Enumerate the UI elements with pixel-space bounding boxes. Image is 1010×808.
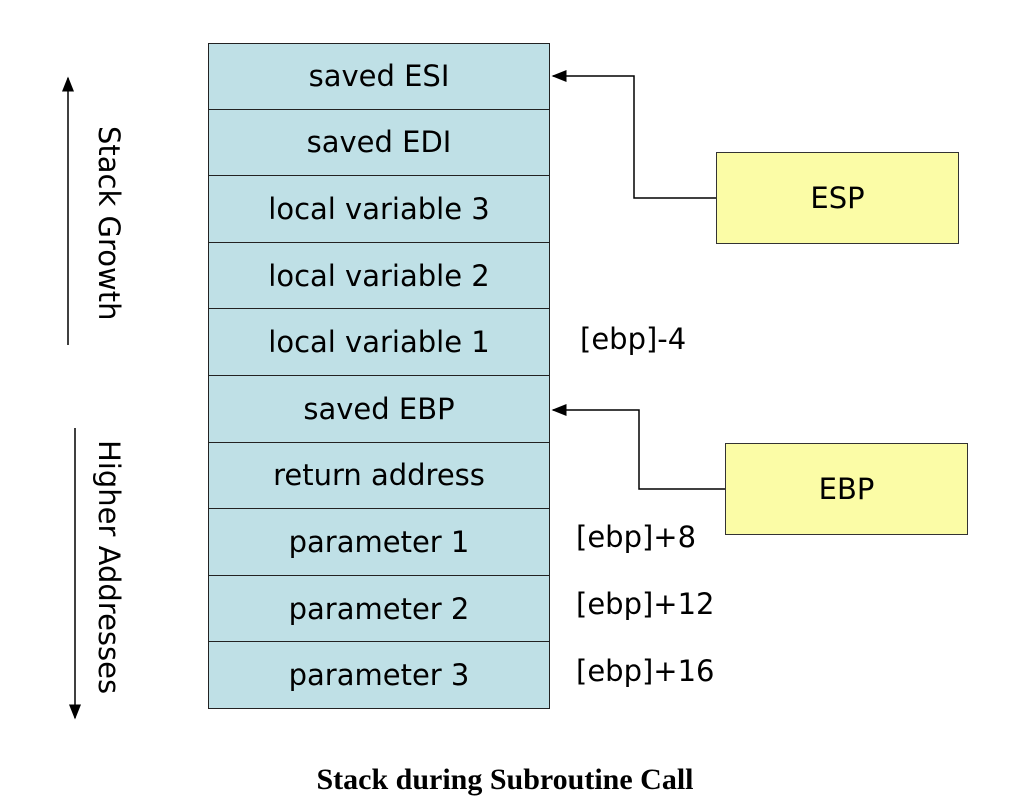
stack-slot-saved-ebp: saved EBP xyxy=(208,375,550,443)
stack-slot-local-variable-2: local variable 2 xyxy=(208,242,550,310)
stack-slot-parameter-2: parameter 2 xyxy=(208,575,550,643)
offset-param-1: [ebp]+8 xyxy=(576,520,697,554)
esp-register-box: ESP xyxy=(716,152,959,244)
offset-local-1: [ebp]-4 xyxy=(580,322,687,356)
offset-param-3: [ebp]+16 xyxy=(576,654,715,688)
diagram-caption: Stack during Subroutine Call xyxy=(316,763,694,796)
stack-slot-return-address: return address xyxy=(208,442,550,510)
ebp-register-box: EBP xyxy=(725,443,968,535)
stack-growth-label: Stack Growth xyxy=(92,126,126,321)
stack-slot-saved-esi: saved ESI xyxy=(208,43,550,110)
offset-param-2: [ebp]+12 xyxy=(576,587,715,621)
stack-slot-parameter-3: parameter 3 xyxy=(208,642,550,709)
higher-addresses-label: Higher Addresses xyxy=(92,440,126,695)
stack-frame: saved ESI saved EDI local variable 3 loc… xyxy=(208,43,550,709)
stack-slot-local-variable-3: local variable 3 xyxy=(208,176,550,243)
stack-slot-saved-edi: saved EDI xyxy=(208,109,550,177)
ebp-pointer-arrow xyxy=(551,404,725,490)
stack-slot-local-variable-1: local variable 1 xyxy=(208,309,550,376)
stack-slot-parameter-1: parameter 1 xyxy=(208,509,550,576)
esp-pointer-arrow xyxy=(551,70,716,199)
